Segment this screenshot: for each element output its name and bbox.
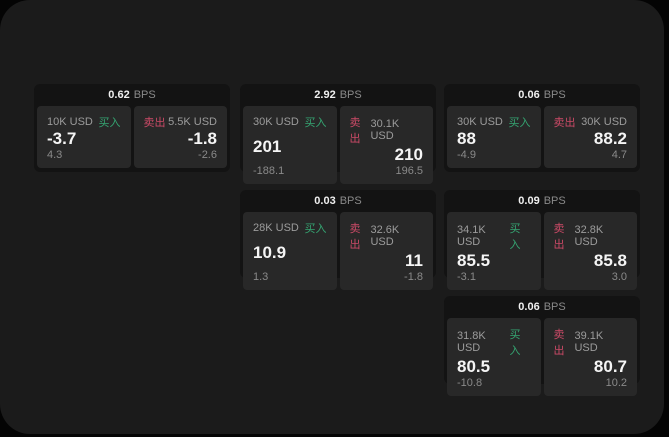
buy-side-label: 买入 bbox=[98, 117, 121, 129]
buy-price: 80.5 bbox=[457, 357, 491, 376]
sell-price: 11 bbox=[405, 251, 423, 270]
quote-card-1: 0.62 BPS 10K USD 买入 -3.7 4.3 卖出 5.5K USD… bbox=[34, 84, 230, 172]
quote-card-5: 0.09 BPS 34.1K USD 买入 85.5 -3.1 卖出 32.8K… bbox=[444, 190, 640, 290]
buy-delta: 4.3 bbox=[47, 149, 63, 161]
buy-amount: 30K USD bbox=[253, 116, 299, 128]
sell-delta: 196.5 bbox=[395, 164, 423, 177]
sell-delta: -1.8 bbox=[404, 270, 423, 283]
bps-label: BPS bbox=[339, 195, 362, 207]
bps-label: BPS bbox=[543, 301, 566, 313]
sell-amount: 32.8K USD bbox=[574, 224, 604, 248]
bps-value: 2.92 bbox=[314, 89, 336, 101]
card-header: 0.06 BPS bbox=[444, 296, 640, 318]
buy-amount: 10K USD bbox=[47, 116, 93, 128]
sell-delta: 3.0 bbox=[611, 270, 627, 283]
sell-side-label: 卖出 bbox=[349, 117, 361, 145]
quote-tiles: 28K USD 买入 10.9 1.3 卖出 32.6K USD 11 -1.8 bbox=[240, 212, 436, 294]
buy-amount: 30K USD bbox=[457, 116, 503, 128]
sell-price: -1.8 bbox=[187, 129, 217, 149]
card-header: 0.06 BPS bbox=[444, 84, 640, 106]
sell-side-label: 卖出 bbox=[553, 223, 565, 251]
quote-tiles: 31.8K USD 买入 80.5 -10.8 卖出 39.1K USD 80.… bbox=[444, 318, 640, 400]
buy-price: 201 bbox=[253, 137, 282, 156]
buy-tile[interactable]: 34.1K USD 买入 85.5 -3.1 bbox=[447, 212, 541, 290]
sell-side-label: 卖出 bbox=[553, 117, 576, 129]
bps-label: BPS bbox=[133, 89, 156, 101]
sell-tile[interactable]: 卖出 30K USD 88.2 4.7 bbox=[543, 106, 637, 168]
buy-tile[interactable]: 30K USD 买入 88 -4.9 bbox=[447, 106, 541, 168]
buy-price: 88 bbox=[457, 129, 476, 149]
buy-amount: 31.8K USD bbox=[457, 330, 486, 354]
buy-side-label: 买入 bbox=[509, 223, 521, 251]
sell-delta: 4.7 bbox=[611, 149, 627, 161]
sell-delta: -2.6 bbox=[198, 149, 217, 161]
bps-label: BPS bbox=[543, 195, 566, 207]
bps-value: 0.06 bbox=[518, 89, 540, 101]
bps-label: BPS bbox=[339, 89, 362, 101]
quote-card-3: 0.06 BPS 30K USD 买入 88 -4.9 卖出 30K USD 8… bbox=[444, 84, 640, 172]
sell-amount: 32.6K USD bbox=[370, 224, 400, 248]
sell-price: 85.8 bbox=[593, 251, 627, 270]
buy-delta: -4.9 bbox=[457, 149, 476, 161]
quote-tiles: 30K USD 买入 201 -188.1 卖出 30.1K USD 210 1… bbox=[240, 106, 436, 188]
buy-delta: 1.3 bbox=[253, 270, 269, 283]
sell-tile[interactable]: 卖出 32.6K USD 11 -1.8 bbox=[339, 212, 433, 290]
buy-side-label: 买入 bbox=[304, 223, 327, 235]
card-header: 0.03 BPS bbox=[240, 190, 436, 212]
card-header: 0.09 BPS bbox=[444, 190, 640, 212]
buy-price: 85.5 bbox=[457, 251, 491, 270]
buy-delta: -10.8 bbox=[457, 376, 483, 389]
sell-side-label: 卖出 bbox=[349, 223, 361, 251]
quote-card-4: 0.03 BPS 28K USD 买入 10.9 1.3 卖出 32.6K US… bbox=[240, 190, 436, 290]
sell-side-label: 卖出 bbox=[143, 117, 166, 129]
quote-tiles: 34.1K USD 买入 85.5 -3.1 卖出 32.8K USD 85.8… bbox=[444, 212, 640, 294]
sell-price: 80.7 bbox=[593, 357, 627, 376]
bps-value: 0.09 bbox=[518, 195, 540, 207]
sell-amount: 5.5K USD bbox=[168, 116, 217, 128]
buy-price: -3.7 bbox=[47, 129, 77, 149]
sell-tile[interactable]: 卖出 30.1K USD 210 196.5 bbox=[339, 106, 433, 184]
sell-side-label: 卖出 bbox=[553, 329, 565, 357]
quote-tiles: 30K USD 买入 88 -4.9 卖出 30K USD 88.2 4.7 bbox=[444, 106, 640, 172]
bps-value: 0.62 bbox=[108, 89, 130, 101]
sell-price: 88.2 bbox=[593, 129, 627, 149]
sell-delta: 10.2 bbox=[605, 376, 627, 389]
sell-amount: 30.1K USD bbox=[370, 118, 400, 142]
buy-side-label: 买入 bbox=[509, 329, 521, 357]
buy-side-label: 买入 bbox=[304, 117, 327, 129]
buy-amount: 34.1K USD bbox=[457, 224, 486, 248]
quote-card-6: 0.06 BPS 31.8K USD 买入 80.5 -10.8 卖出 39.1… bbox=[444, 296, 640, 396]
sell-tile[interactable]: 卖出 32.8K USD 85.8 3.0 bbox=[543, 212, 637, 290]
quote-tiles: 10K USD 买入 -3.7 4.3 卖出 5.5K USD -1.8 -2.… bbox=[34, 106, 230, 172]
card-header: 0.62 BPS bbox=[34, 84, 230, 106]
sell-tile[interactable]: 卖出 5.5K USD -1.8 -2.6 bbox=[133, 106, 227, 168]
sell-tile[interactable]: 卖出 39.1K USD 80.7 10.2 bbox=[543, 318, 637, 396]
sell-amount: 30K USD bbox=[581, 116, 627, 128]
buy-delta: -188.1 bbox=[253, 164, 285, 177]
buy-price: 10.9 bbox=[253, 243, 287, 262]
buy-tile[interactable]: 10K USD 买入 -3.7 4.3 bbox=[37, 106, 131, 168]
buy-tile[interactable]: 28K USD 买入 10.9 1.3 bbox=[243, 212, 337, 290]
buy-delta: -3.1 bbox=[457, 270, 476, 283]
card-header: 2.92 BPS bbox=[240, 84, 436, 106]
buy-amount: 28K USD bbox=[253, 222, 299, 234]
buy-tile[interactable]: 30K USD 买入 201 -188.1 bbox=[243, 106, 337, 184]
sell-price: 210 bbox=[394, 145, 423, 164]
quote-card-2: 2.92 BPS 30K USD 买入 201 -188.1 卖出 30.1K … bbox=[240, 84, 436, 184]
bps-value: 0.06 bbox=[518, 301, 540, 313]
buy-side-label: 买入 bbox=[508, 117, 531, 129]
bps-label: BPS bbox=[543, 89, 566, 101]
sell-amount: 39.1K USD bbox=[574, 330, 604, 354]
bps-value: 0.03 bbox=[314, 195, 336, 207]
buy-tile[interactable]: 31.8K USD 买入 80.5 -10.8 bbox=[447, 318, 541, 396]
